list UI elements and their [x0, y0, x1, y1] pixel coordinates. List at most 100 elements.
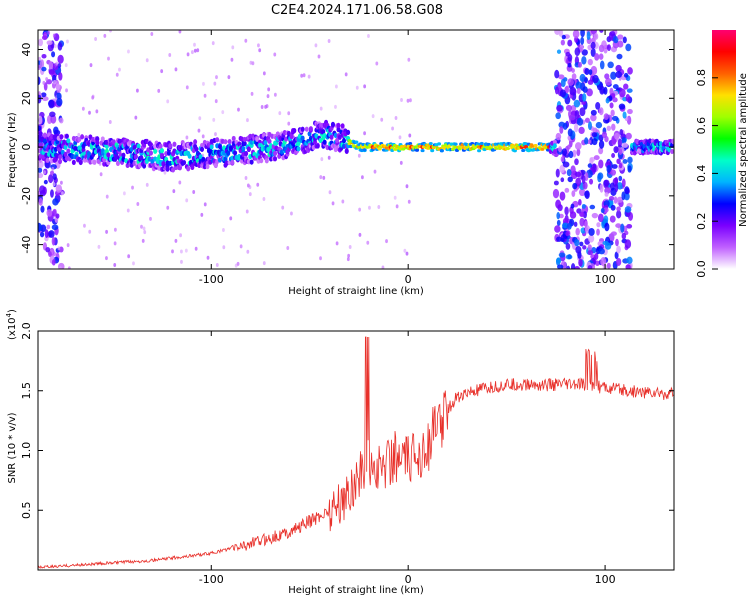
- spectrogram-broadband-blob: [578, 199, 582, 206]
- spectrogram-broadband-blob: [577, 61, 582, 68]
- spectrogram-broadband-blob: [48, 61, 54, 70]
- spectrogram-broadband-blob: [610, 169, 617, 176]
- spectrogram-noise-speck: [51, 166, 55, 171]
- spectrogram-ridge-cell: [336, 122, 341, 129]
- spectrogram-ridge-cell: [209, 144, 214, 150]
- spectrogram-broadband-blob: [38, 125, 42, 131]
- spectrogram-broadband-blob: [38, 94, 42, 104]
- spectrogram-noise-speck: [408, 133, 412, 138]
- spectrogram-noise-speck: [406, 98, 410, 103]
- spectrogram-noise-speck: [341, 199, 345, 204]
- spectrogram-noise-speck: [127, 49, 130, 54]
- spectrogram-ridge-cell: [59, 134, 64, 140]
- spectrogram-noise-speck: [278, 111, 282, 116]
- spectrogram-broadband-blob: [600, 207, 605, 214]
- spectrogram-broadband-blob: [45, 247, 51, 253]
- spectrogram-noise-speck: [81, 106, 85, 111]
- spectrogram-broadband-blob: [567, 39, 573, 47]
- colorbar: 0.0 0.2 0.4 0.6 0.8 Normalized spectral ampl…: [695, 30, 749, 278]
- spectrogram-noise-speck: [375, 61, 379, 66]
- spectrogram-broadband-blob: [52, 173, 57, 181]
- spectrogram-ridge-cell: [100, 136, 105, 142]
- spectrogram-broadband-blob: [625, 93, 631, 102]
- spectrogram-broadband-blob: [41, 54, 47, 59]
- spectrogram-broadband-blob: [619, 129, 624, 136]
- spectrogram-broadband-blob: [622, 111, 627, 119]
- spectrogram-broadband-blob: [578, 188, 586, 197]
- spectrogram-noise-speck: [260, 105, 264, 110]
- spectrogram-broadband-blob: [596, 222, 601, 228]
- spectrogram-broadband-blob: [599, 85, 605, 95]
- spectrogram-noise-speck: [403, 248, 407, 253]
- spectrogram-broadband-blob: [565, 104, 573, 111]
- spectrogram-noise-speck: [118, 67, 121, 72]
- spectrogram-noise-speck: [344, 72, 348, 77]
- spectrogram-ridge-cell: [63, 151, 68, 157]
- snr-y-tick-label: 0.5: [20, 502, 33, 520]
- spectrogram-ridge-cell: [259, 158, 264, 164]
- spectrogram-broadband-blob: [569, 86, 577, 96]
- spectrogram-ridge-cell: [80, 134, 85, 140]
- spectrogram-broadband-blob: [590, 114, 597, 122]
- spectrogram-y-axis-label: Frequency (Hz): [7, 112, 18, 188]
- spectrogram-broadband-blob: [593, 32, 599, 40]
- spectrogram-y-tick-label: -20: [20, 187, 33, 205]
- spectrogram-broadband-blob: [51, 236, 56, 246]
- spectrogram-broadband-blob: [564, 85, 569, 94]
- spectrogram-noise-speck: [66, 243, 70, 248]
- spectrogram-noise-speck: [179, 233, 182, 238]
- spectrogram-noise-speck: [184, 248, 188, 253]
- spectrogram-ridge-cell: [133, 154, 138, 160]
- spectrogram-noise-speck: [246, 118, 249, 123]
- spectrogram-broadband-blob: [615, 64, 622, 72]
- spectrogram-broadband-blob: [598, 53, 604, 60]
- spectrogram-broadband-blob: [56, 97, 63, 107]
- spectrogram-broadband-blob: [573, 221, 578, 227]
- spectrogram-broadband-blob: [556, 104, 563, 112]
- spectrogram-noise-speck: [367, 33, 370, 38]
- spectrogram-noise-speck: [245, 209, 249, 214]
- spectrogram-broadband-blob: [39, 231, 45, 238]
- spectrogram-broadband-blob: [615, 223, 622, 228]
- spectrogram-noise-speck: [113, 241, 117, 246]
- spectrogram-noise-speck: [171, 249, 174, 254]
- spectrogram-noise-speck: [215, 75, 218, 80]
- spectrogram-noise-speck: [394, 115, 398, 120]
- spectrogram-noise-speck: [140, 224, 143, 229]
- spectrogram-ridge-cell: [198, 154, 203, 160]
- spectrogram-ridge-cell: [168, 143, 173, 149]
- spectrogram-broadband-blob: [599, 183, 604, 193]
- spectrogram-broadband-blob: [566, 169, 572, 177]
- spectrogram-broadband-blob: [55, 184, 63, 193]
- spectrogram-ridge-cell: [42, 132, 47, 138]
- spectrogram-broadband-blob: [603, 86, 608, 95]
- spectrogram-broadband-blob: [598, 44, 605, 53]
- spectrogram-broadband-blob: [567, 62, 572, 68]
- spectrogram-noise-speck: [262, 71, 266, 76]
- spectrogram-broadband-blob: [567, 144, 571, 150]
- spectrogram-broadband-blob: [589, 178, 594, 185]
- spectrogram-broadband-blob: [580, 36, 585, 45]
- spectrogram-ridge-cell: [38, 142, 43, 148]
- spectrogram-noise-speck: [105, 194, 109, 199]
- spectrogram-ridge-cell: [153, 148, 158, 154]
- spectrogram-ridge-cell: [540, 147, 545, 151]
- spectrogram-ridge-cell: [115, 160, 120, 166]
- spectrogram-ridge-cell: [300, 135, 305, 141]
- spectrogram-broadband-blob: [603, 179, 610, 187]
- spectrogram-noise-speck: [174, 238, 178, 243]
- spectrogram-plot-area: [38, 30, 674, 269]
- spectrogram-broadband-blob: [621, 191, 626, 201]
- spectrogram-ridge-cell: [190, 164, 195, 171]
- spectrogram-noise-speck: [373, 169, 377, 174]
- spectrogram-ridge-cell: [337, 134, 342, 140]
- colorbar-label: Normalized spectral amplitude: [738, 73, 749, 227]
- spectrogram-noise-speck: [227, 75, 231, 80]
- spectrogram-noise-speck: [43, 170, 46, 175]
- spectrogram-ridge-cell: [377, 147, 382, 151]
- colorbar-gradient: [712, 30, 736, 269]
- spectrogram-panel: -100 0 100 -40 -20 0 20 40 Height of straight l…: [7, 29, 675, 297]
- spectrogram-broadband-blob: [624, 192, 630, 201]
- spectrogram-noise-speck: [178, 30, 182, 34]
- spectrogram-noise-speck: [319, 175, 323, 180]
